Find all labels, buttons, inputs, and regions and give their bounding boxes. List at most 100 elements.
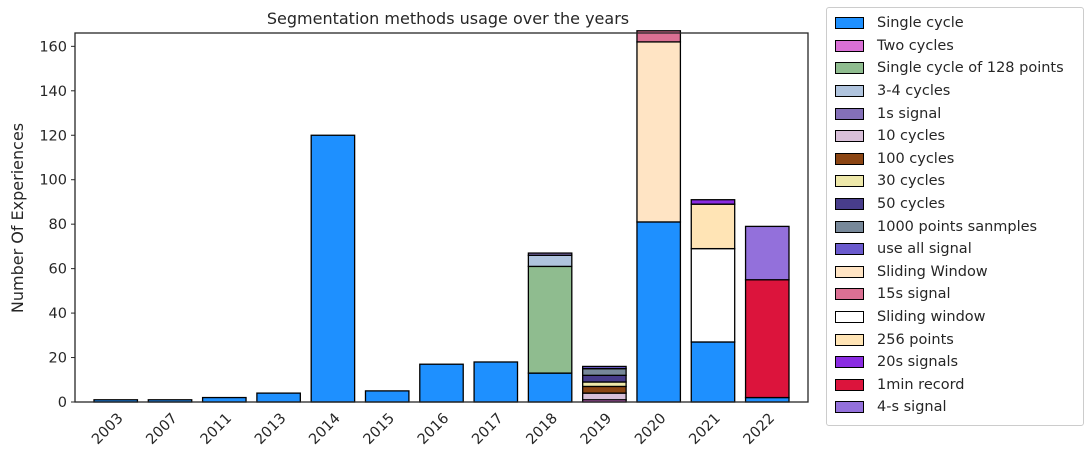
plot-frame — [74, 32, 809, 403]
legend-swatch — [835, 62, 864, 75]
x-tick-label: 2022 — [741, 411, 778, 448]
legend-item: 50 cycles — [835, 193, 1083, 216]
legend-swatch — [835, 152, 864, 165]
bar-segment-2020-11 — [636, 41, 682, 223]
legend-label: Sliding Window — [877, 263, 988, 280]
bar-segment-2019-10 — [582, 365, 627, 370]
legend-label: 1000 points sanmples — [877, 218, 1038, 235]
x-ticks: 2003 2007 2011 2013 2014 2015 2016 2017 2018 2019… — [89, 411, 778, 448]
y-ticks: 0 20 40 60 80 100 120 140 160 — [39, 39, 75, 411]
x-tick-label: 2021 — [686, 411, 723, 448]
legend-item: 1min record — [835, 374, 1083, 397]
legend-item: 15s signal — [835, 283, 1083, 306]
bar-segment-2022-0 — [744, 396, 790, 403]
legend-label: 10 cycles — [877, 128, 946, 145]
legend-swatch — [835, 243, 864, 256]
legend-label: Two cycles — [877, 37, 954, 54]
legend-item: Single cycle of 128 points — [835, 57, 1083, 80]
legend-swatch — [835, 401, 864, 414]
y-tick-label: 20 — [49, 351, 67, 367]
legend-item: 100 cycles — [835, 148, 1083, 171]
x-tick-label: 2016 — [415, 411, 452, 448]
legend-swatch — [835, 378, 864, 391]
legend-swatch — [835, 85, 864, 98]
bar-segment-2016-0 — [419, 363, 464, 403]
legend-swatch — [835, 130, 864, 143]
bar-segment-2017-0 — [473, 361, 519, 403]
legend-label: 50 cycles — [877, 196, 946, 213]
y-tick-label: 100 — [39, 173, 67, 189]
legend-item: 4-s signal — [835, 396, 1083, 419]
legend-item: 1000 points sanmples — [835, 215, 1083, 238]
legend-item: 20s signals — [835, 351, 1083, 374]
bar-segment-2015-0 — [364, 390, 410, 403]
legend-label: 20s signals — [877, 354, 959, 371]
legend-label: 100 cycles — [877, 150, 955, 167]
bar-segment-2022-17 — [744, 225, 790, 281]
legend-swatch — [835, 265, 864, 278]
x-tick-label: 2011 — [198, 411, 235, 448]
bar-segment-2018-4 — [527, 252, 573, 256]
x-tick-label: 2017 — [469, 411, 506, 448]
legend-label: 15s signal — [877, 286, 951, 303]
legend-item: use all signal — [835, 238, 1083, 261]
x-tick-label: 2013 — [252, 411, 289, 448]
legend-swatch — [835, 175, 864, 188]
legend-swatch — [835, 39, 864, 52]
legend-label: 256 points — [877, 331, 954, 348]
bar-segment-2019-7 — [582, 381, 627, 388]
legend-item: 30 cycles — [835, 170, 1083, 193]
legend-label: use all signal — [877, 241, 972, 258]
y-axis-label: Number Of Experiences — [8, 123, 27, 313]
legend-label: 1min record — [877, 376, 965, 393]
bar-segment-2021-0 — [690, 341, 736, 403]
legend-item: Sliding Window — [835, 261, 1083, 284]
legend-item: 256 points — [835, 328, 1083, 351]
legend-swatch — [835, 356, 864, 369]
legend-swatch — [835, 17, 864, 30]
x-tick-label: 2019 — [578, 411, 615, 448]
y-tick-label: 120 — [39, 128, 67, 144]
legend-item: Single cycle — [835, 12, 1083, 35]
legend: Single cycle Two cycles Single cycle of 12… — [826, 7, 1084, 426]
x-tick-label: 2003 — [89, 411, 126, 448]
bar-segment-2013-0 — [256, 392, 301, 403]
bar-segment-2020-0 — [636, 221, 682, 403]
y-tick-label: 140 — [39, 84, 67, 100]
y-tick-label: 60 — [49, 262, 67, 278]
legend-swatch — [835, 198, 864, 211]
bar-segment-2021-13 — [690, 247, 736, 343]
bar-segment-2018-0 — [527, 372, 573, 403]
bar-segment-2018-2 — [527, 265, 573, 374]
legend-swatch — [835, 220, 864, 233]
x-tick-label: 2018 — [524, 411, 561, 448]
bar-segment-2022-16 — [744, 279, 790, 399]
legend-label: 30 cycles — [877, 173, 946, 190]
bar-segment-2021-15 — [690, 199, 736, 205]
bar-segment-2019-9 — [582, 368, 627, 376]
bar-segment-2019-8 — [582, 374, 627, 383]
x-tick-label: 2015 — [361, 411, 398, 448]
legend-swatch — [835, 311, 864, 324]
legend-item: Sliding window — [835, 306, 1083, 329]
bar-segment-2020-12 — [636, 30, 682, 43]
legend-label: 1s signal — [877, 105, 942, 122]
y-tick-label: 0 — [58, 395, 67, 411]
bar-segment-2018-3 — [527, 254, 573, 268]
x-tick-label: 2020 — [632, 411, 669, 448]
legend-item: 3-4 cycles — [835, 80, 1083, 103]
legend-item: Two cycles — [835, 35, 1083, 58]
legend-label: 3-4 cycles — [877, 83, 951, 100]
y-tick-label: 160 — [39, 39, 67, 55]
legend-item: 1s signal — [835, 102, 1083, 125]
x-tick-label: 2007 — [143, 411, 180, 448]
bar-segment-2014-0 — [310, 134, 356, 403]
legend-swatch — [835, 288, 864, 301]
legend-label: 4-s signal — [877, 399, 947, 416]
legend-label: Single cycle of 128 points — [877, 60, 1064, 77]
legend-swatch — [835, 333, 864, 346]
bar-segment-2019-5 — [582, 392, 627, 401]
legend-swatch — [835, 107, 864, 120]
